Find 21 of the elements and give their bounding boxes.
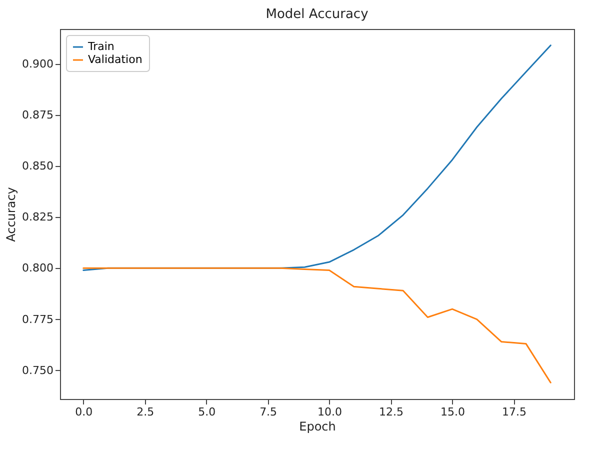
- x-tick-label: 15.0: [440, 406, 466, 418]
- x-axis-title: Epoch: [299, 420, 336, 434]
- y-tick-label: 0.850: [22, 159, 54, 172]
- y-tick-label: 0.775: [22, 312, 54, 326]
- y-tick-label: 0.750: [22, 364, 54, 377]
- x-tick-label: 5.0: [198, 406, 216, 418]
- y-tick-label: 0.900: [22, 57, 54, 70]
- y-tick-label: 0.825: [22, 210, 54, 224]
- x-tick-label: 7.5: [260, 406, 278, 418]
- x-tick-label: 0.0: [75, 406, 93, 418]
- line-series: [82, 267, 552, 384]
- legend-label: Train: [87, 40, 114, 53]
- x-tick-label: 17.5: [502, 406, 526, 418]
- y-tick-label: 0.800: [22, 262, 54, 275]
- legend-label: Validation: [88, 53, 142, 66]
- x-tick-label: 12.5: [379, 406, 404, 418]
- y-tick-label: 0.875: [22, 108, 54, 122]
- chart-title: Model Accuracy: [266, 7, 369, 22]
- y-axis-title: Accuracy: [4, 187, 18, 242]
- x-tick-label: 10.0: [318, 406, 342, 418]
- x-tick-label: 2.5: [136, 406, 154, 418]
